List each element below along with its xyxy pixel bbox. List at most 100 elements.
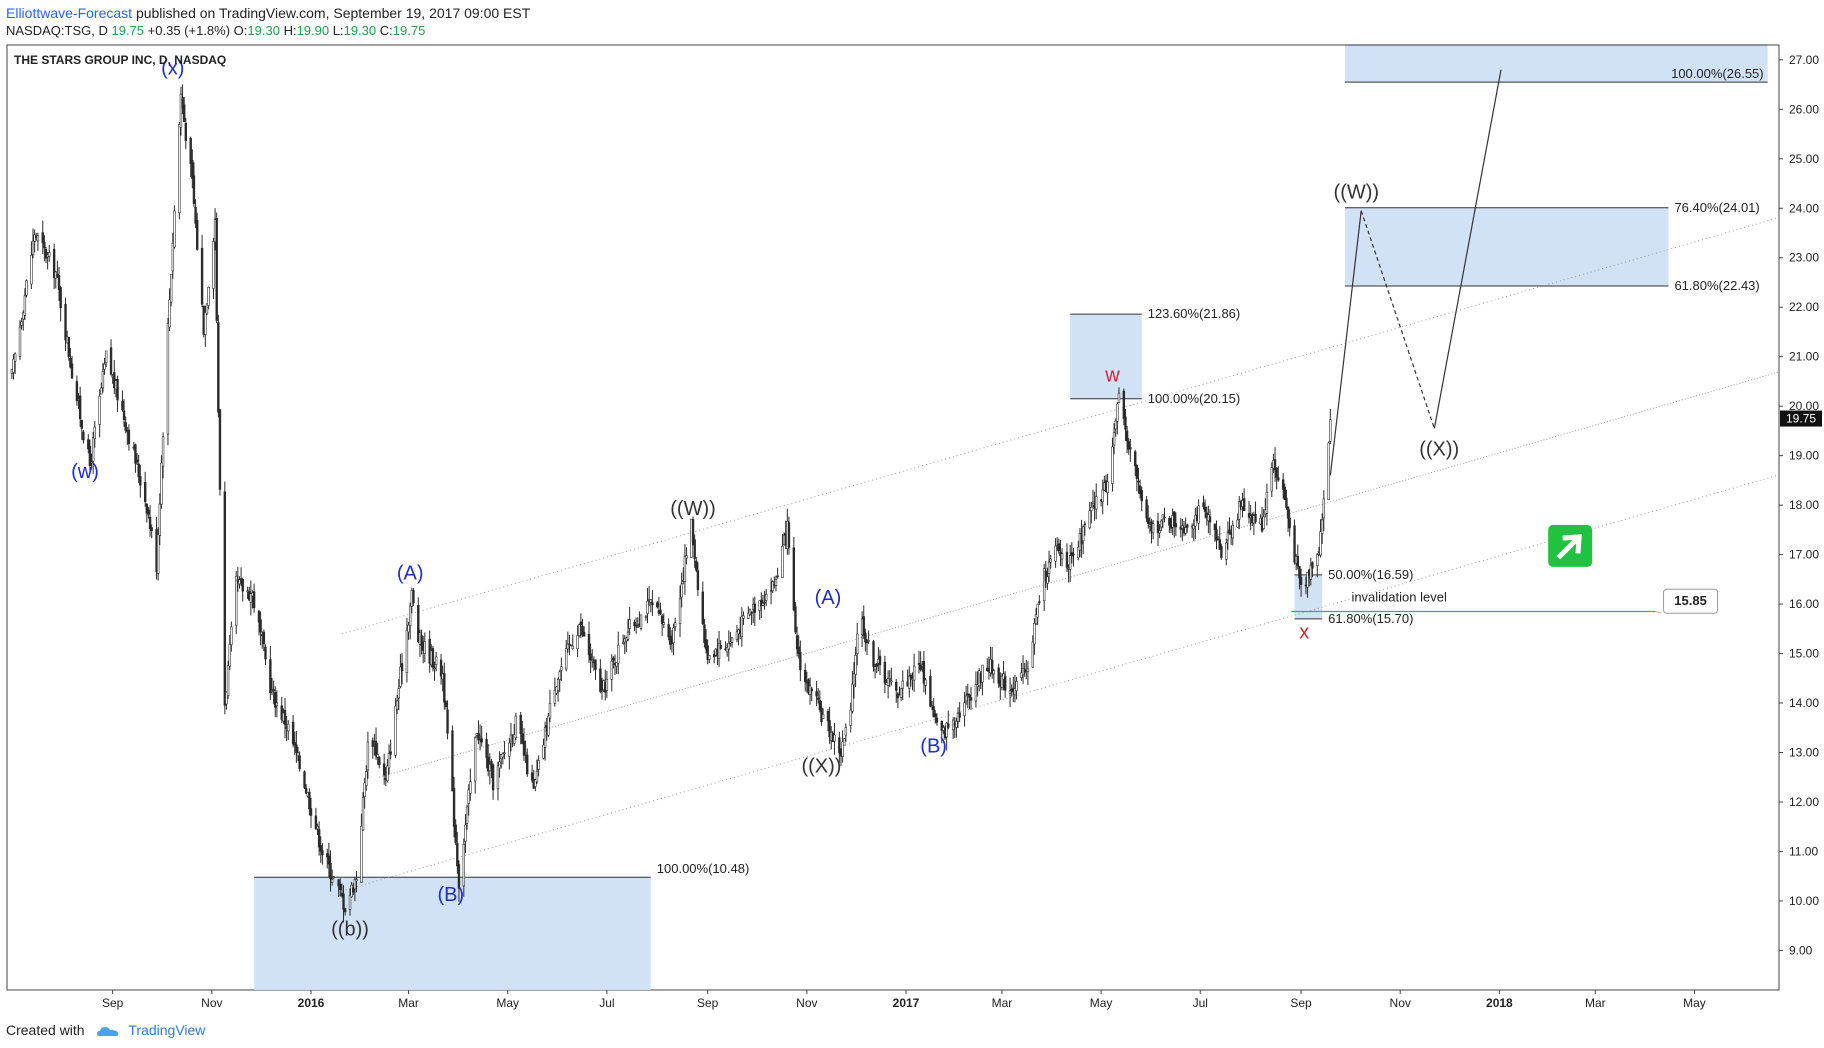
y-tick-label: 22.00 bbox=[1789, 300, 1819, 314]
candle-body bbox=[1106, 481, 1109, 493]
candle-body bbox=[797, 646, 800, 654]
author-link[interactable]: Elliottwave-Forecast bbox=[6, 5, 133, 21]
candle-body bbox=[166, 323, 170, 435]
x-tick-label: Jul bbox=[1193, 996, 1208, 1010]
candle-body bbox=[673, 622, 677, 628]
candle-body bbox=[326, 853, 329, 858]
candle-body bbox=[109, 347, 113, 375]
candle-body bbox=[568, 643, 571, 646]
time-axis[interactable]: Sep Nov 2016 Mar May Jul Sep Nov 2017 Mar May Jul Se… bbox=[102, 990, 1706, 1010]
candle-body bbox=[205, 303, 209, 315]
candle-body bbox=[1091, 501, 1095, 504]
candle-body bbox=[1138, 485, 1142, 494]
candle-body bbox=[742, 615, 745, 619]
candle-body bbox=[1265, 491, 1269, 514]
candle-body bbox=[888, 678, 891, 680]
candle-body bbox=[1163, 516, 1166, 519]
y-tick-label: 21.00 bbox=[1789, 350, 1819, 364]
candle-body bbox=[589, 653, 592, 661]
candle-body bbox=[296, 752, 300, 757]
candle-body bbox=[935, 717, 939, 723]
candle-body bbox=[875, 663, 878, 667]
candle-body bbox=[160, 462, 163, 505]
y-tick-label: 17.00 bbox=[1789, 548, 1819, 562]
candle-body bbox=[287, 723, 290, 732]
candle-body bbox=[701, 591, 704, 625]
candle-body bbox=[456, 843, 459, 867]
candle-body bbox=[1262, 516, 1265, 529]
candle-body bbox=[80, 419, 83, 429]
candle-body bbox=[1296, 556, 1299, 567]
candle-body bbox=[387, 753, 391, 769]
candle-body bbox=[725, 647, 729, 653]
candle-body bbox=[215, 218, 218, 321]
candle-body bbox=[1186, 524, 1189, 528]
y-tick-label: 12.00 bbox=[1789, 795, 1819, 809]
candle-body bbox=[33, 234, 36, 242]
open-label: O: bbox=[233, 23, 248, 38]
candle-body bbox=[355, 879, 358, 882]
candle-body bbox=[940, 720, 943, 731]
candle-body bbox=[817, 697, 820, 700]
candle-body bbox=[1088, 510, 1091, 529]
price-chart[interactable]: 100.00%(10.48) 123.60%(21.86) 100.00%(20.1… bbox=[0, 0, 1824, 1020]
candle-body bbox=[59, 287, 62, 309]
tradingview-link[interactable]: TradingView bbox=[128, 1022, 206, 1038]
candle-body bbox=[730, 637, 734, 643]
candle-body bbox=[1135, 464, 1139, 479]
candle-body bbox=[309, 808, 313, 816]
candle-body bbox=[851, 683, 854, 712]
candle-body bbox=[194, 206, 197, 224]
candle-body bbox=[828, 720, 831, 738]
candle-body bbox=[464, 824, 467, 842]
candle-body bbox=[1057, 543, 1061, 552]
candle-body bbox=[1270, 467, 1273, 492]
last-price: 19.75 bbox=[111, 23, 145, 38]
candle-body bbox=[864, 632, 867, 643]
candle-body bbox=[1238, 501, 1241, 520]
candle-body bbox=[747, 612, 750, 619]
candle-body bbox=[852, 673, 856, 686]
candle-body bbox=[298, 755, 301, 770]
candle-body bbox=[1060, 553, 1064, 560]
candle-body bbox=[667, 624, 670, 638]
candle-body bbox=[1281, 479, 1285, 490]
candle-body bbox=[1215, 529, 1218, 541]
close-value: 19.75 bbox=[392, 23, 426, 38]
candle-body bbox=[465, 806, 469, 824]
candle-body bbox=[230, 626, 233, 646]
candle-body bbox=[1160, 520, 1163, 528]
candle-body bbox=[1184, 527, 1187, 534]
candle-body bbox=[443, 673, 446, 703]
candle-body bbox=[1008, 690, 1012, 695]
x-tick-label: Mar bbox=[1585, 996, 1606, 1010]
candle-body bbox=[444, 701, 448, 707]
candle-body bbox=[319, 845, 322, 852]
candle-body bbox=[696, 570, 700, 590]
candle-body bbox=[321, 850, 324, 856]
candle-body bbox=[669, 635, 672, 645]
invalidation-label: invalidation level bbox=[1351, 590, 1447, 605]
candle-body bbox=[122, 410, 126, 420]
candle-body bbox=[735, 631, 739, 640]
candle-body bbox=[1134, 451, 1137, 467]
candle-body bbox=[838, 737, 841, 754]
published-text: published on TradingView.com, September … bbox=[135, 5, 531, 21]
candle-body bbox=[929, 676, 932, 707]
candle-body bbox=[1286, 506, 1290, 519]
candle-body bbox=[113, 372, 116, 389]
candle-body bbox=[712, 654, 716, 658]
candle-body bbox=[719, 644, 722, 649]
candle-body bbox=[917, 663, 921, 665]
candle-body bbox=[547, 715, 550, 736]
candle-body bbox=[693, 539, 696, 559]
candle-body bbox=[191, 160, 194, 179]
candle-body bbox=[1082, 526, 1085, 542]
candle-body bbox=[986, 667, 989, 672]
candle-body bbox=[207, 287, 210, 306]
candle-body bbox=[1003, 675, 1007, 691]
candle-body bbox=[238, 579, 241, 585]
candle-body bbox=[75, 381, 79, 402]
price-axis[interactable]: 9.00 10.00 11.00 12.00 13.00 14.00 15.00 16.00 1… bbox=[1779, 53, 1822, 958]
